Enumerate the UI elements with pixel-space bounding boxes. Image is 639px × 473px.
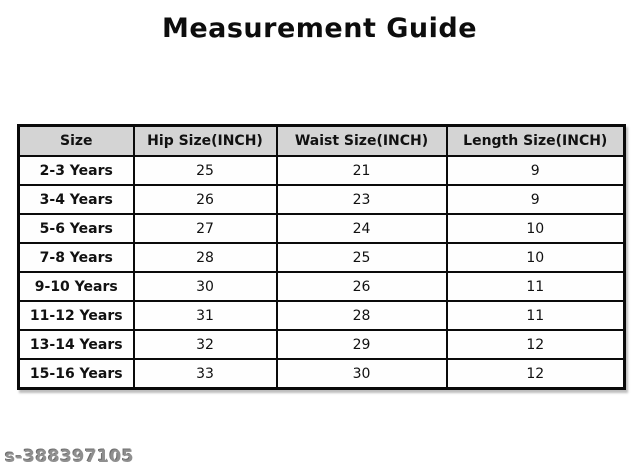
cell-hip: 32 <box>132 329 278 360</box>
table-row: 11-12 Years 31 28 11 <box>17 300 626 331</box>
cell-length: 10 <box>445 242 626 273</box>
cell-waist: 24 <box>275 213 448 244</box>
page-title: Measurement Guide <box>161 13 478 44</box>
table-row: 5-6 Years 27 24 10 <box>17 213 626 244</box>
measurement-table: Size Hip Size(INCH) Waist Size(INCH) Length… <box>17 124 626 390</box>
cell-hip: 33 <box>132 358 278 390</box>
column-header-hip: Hip Size(INCH) <box>132 124 278 157</box>
cell-hip: 30 <box>132 271 278 302</box>
cell-hip: 27 <box>132 213 278 244</box>
cell-length: 9 <box>445 184 626 215</box>
cell-length: 10 <box>445 213 626 244</box>
cell-size: 3-4 Years <box>17 184 135 215</box>
cell-length: 12 <box>445 329 626 360</box>
cell-waist: 29 <box>275 329 448 360</box>
cell-waist: 25 <box>275 242 448 273</box>
cell-length: 11 <box>445 271 626 302</box>
watermark-id: s-388397105 <box>5 447 135 467</box>
cell-size: 15-16 Years <box>17 358 135 390</box>
table-header: Size Hip Size(INCH) Waist Size(INCH) Length… <box>17 124 626 157</box>
measurement-table-container: Size Hip Size(INCH) Waist Size(INCH) Length… <box>17 124 626 390</box>
cell-hip: 26 <box>132 184 278 215</box>
table-row: 2-3 Years 25 21 9 <box>17 155 626 186</box>
table-body: 2-3 Years 25 21 9 3-4 Years 26 23 9 5-6 Years 27 2… <box>17 155 626 390</box>
table-row: 15-16 Years 33 30 12 <box>17 358 626 390</box>
column-header-size: Size <box>17 124 135 157</box>
cell-waist: 21 <box>275 155 448 186</box>
cell-waist: 26 <box>275 271 448 302</box>
cell-hip: 25 <box>132 155 278 186</box>
cell-length: 11 <box>445 300 626 331</box>
cell-size: 5-6 Years <box>17 213 135 244</box>
header-row: Size Hip Size(INCH) Waist Size(INCH) Length… <box>17 124 626 157</box>
cell-size: 2-3 Years <box>17 155 135 186</box>
table-row: 3-4 Years 26 23 9 <box>17 184 626 215</box>
column-header-waist: Waist Size(INCH) <box>275 124 448 157</box>
cell-length: 12 <box>445 358 626 390</box>
cell-size: 13-14 Years <box>17 329 135 360</box>
cell-size: 9-10 Years <box>17 271 135 302</box>
table-row: 7-8 Years 28 25 10 <box>17 242 626 273</box>
cell-hip: 31 <box>132 300 278 331</box>
column-header-length: Length Size(INCH) <box>445 124 626 157</box>
cell-hip: 28 <box>132 242 278 273</box>
cell-size: 11-12 Years <box>17 300 135 331</box>
cell-length: 9 <box>445 155 626 186</box>
table-row: 9-10 Years 30 26 11 <box>17 271 626 302</box>
cell-waist: 23 <box>275 184 448 215</box>
cell-waist: 28 <box>275 300 448 331</box>
cell-size: 7-8 Years <box>17 242 135 273</box>
cell-waist: 30 <box>275 358 448 390</box>
table-row: 13-14 Years 32 29 12 <box>17 329 626 360</box>
